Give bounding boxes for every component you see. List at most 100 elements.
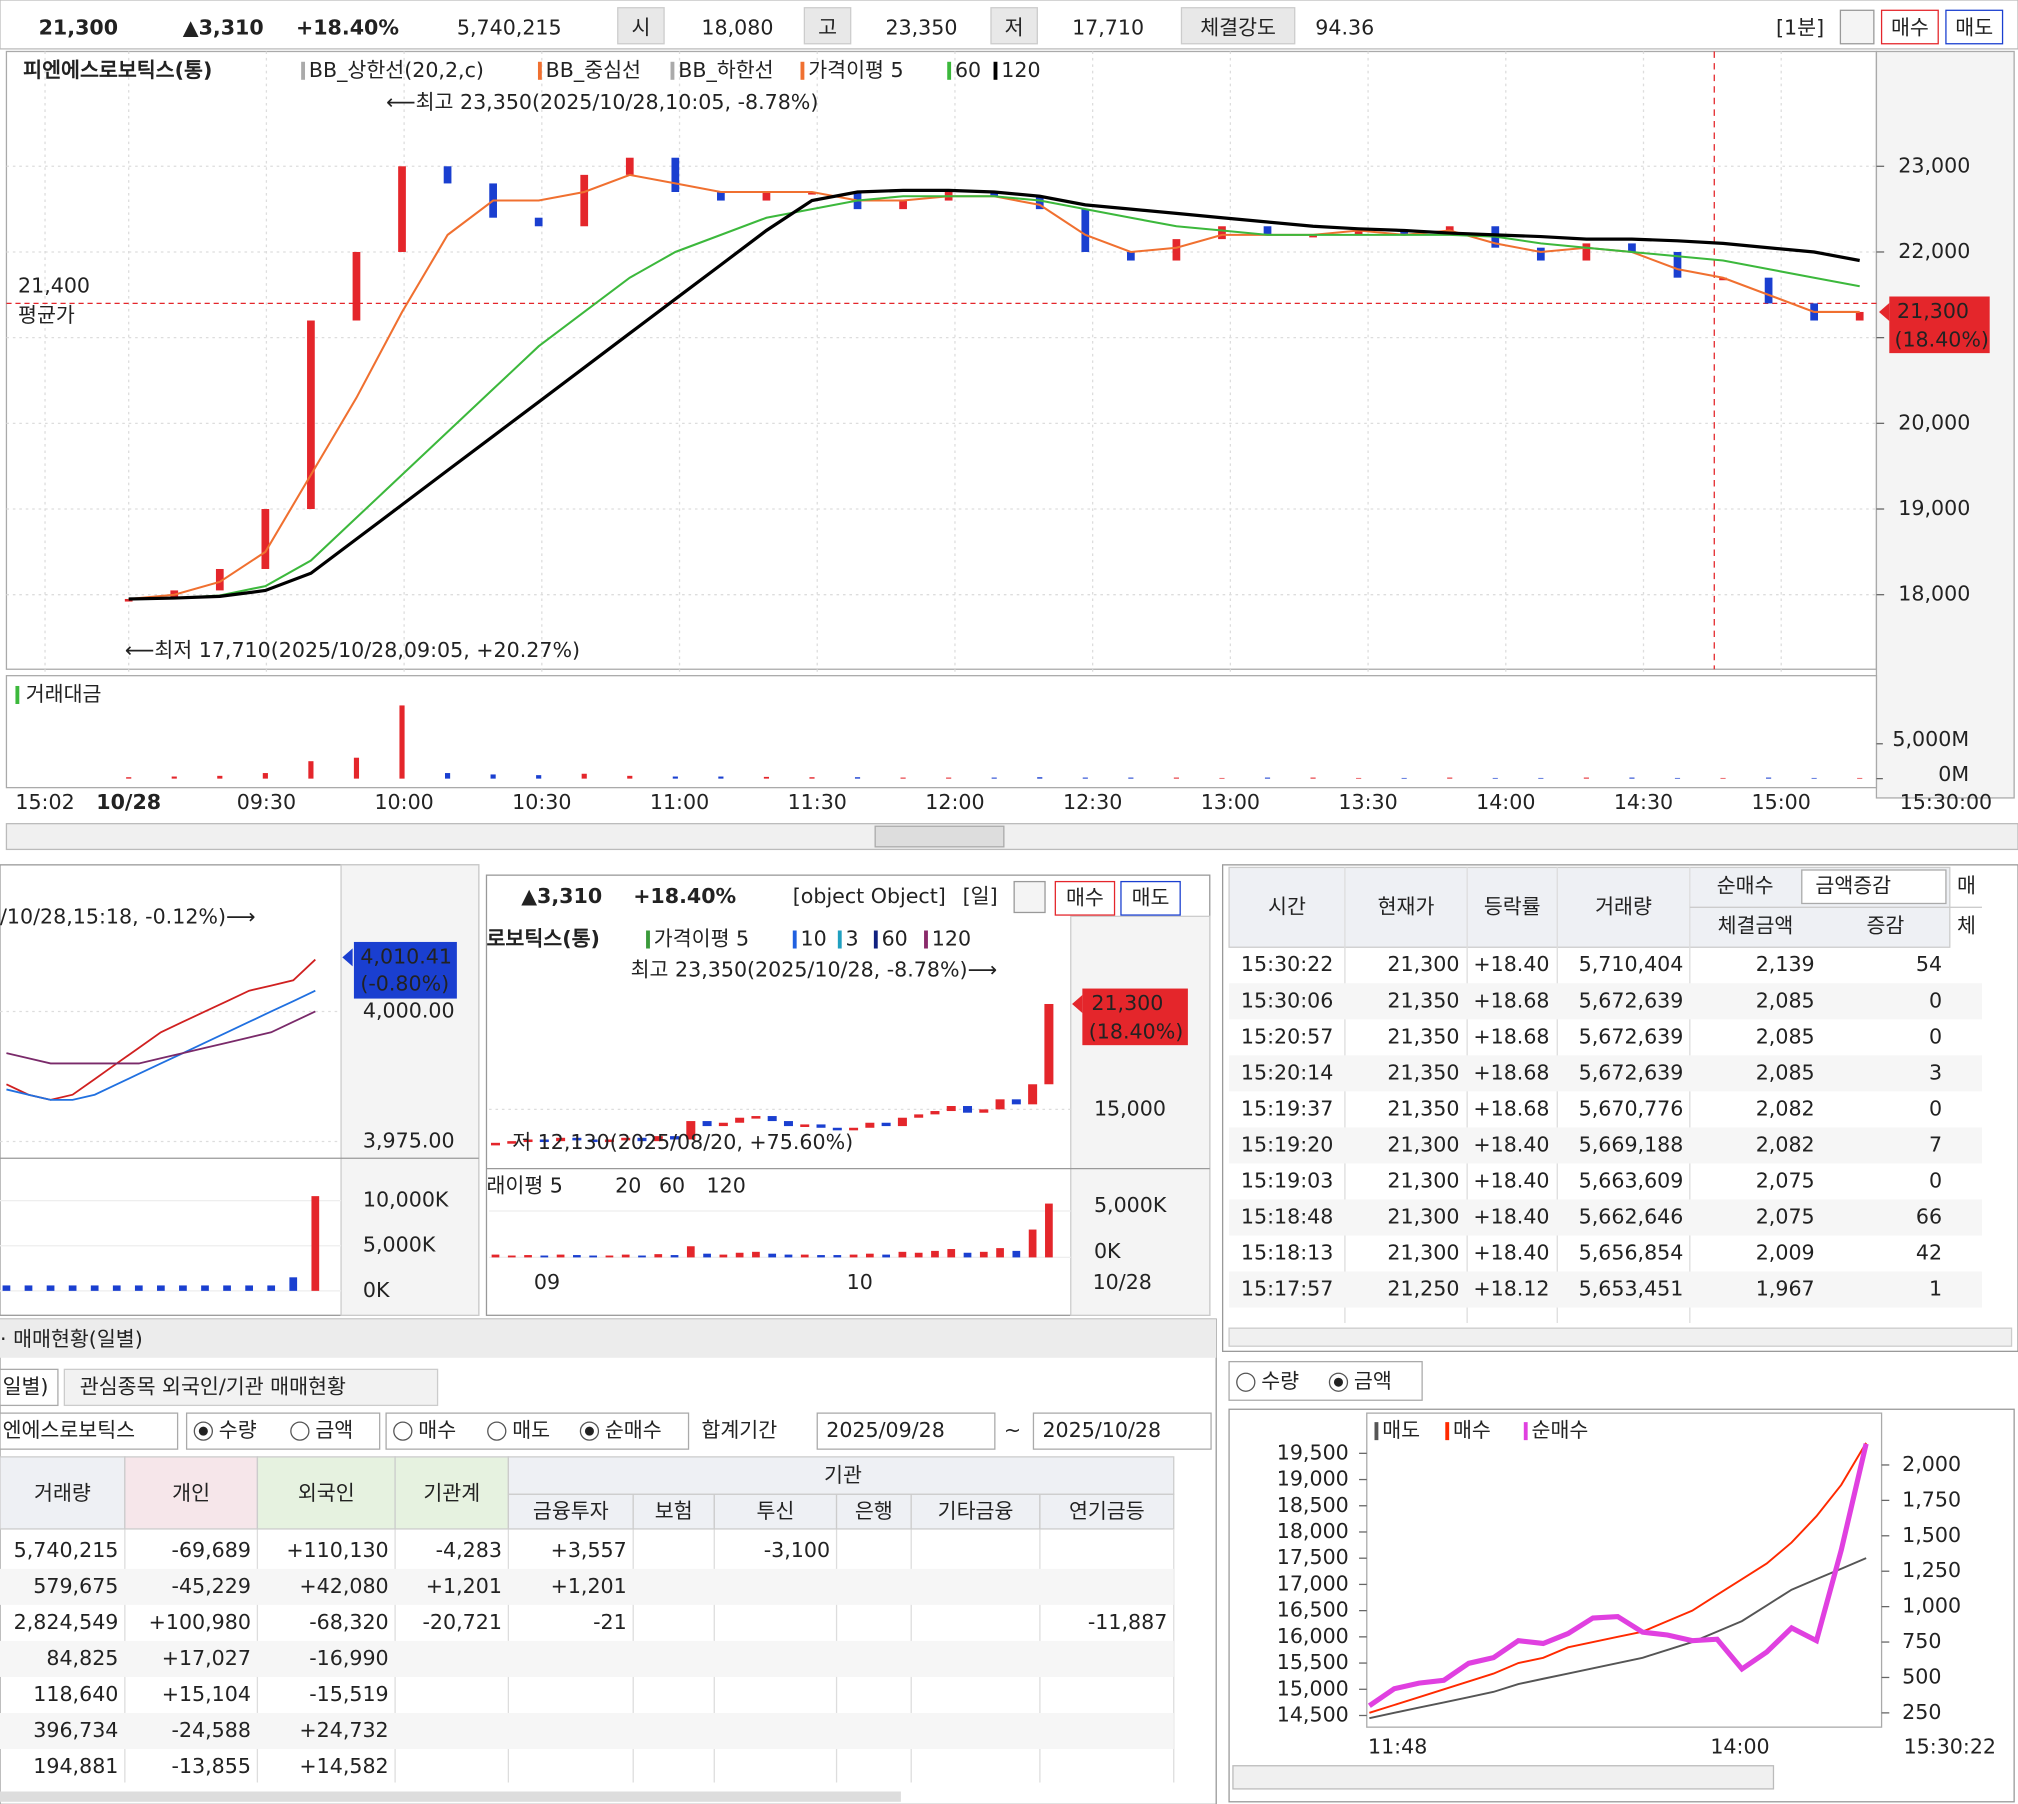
price-bar — [580, 174, 589, 227]
price-bar — [1855, 311, 1864, 321]
table-cell: 15:18:13 — [1241, 1241, 1333, 1265]
date-input[interactable] — [816, 1412, 996, 1450]
daily-volume-bar — [914, 1252, 923, 1258]
table-cell: 21,300 — [1387, 952, 1459, 976]
volume-bar — [308, 761, 314, 779]
table-cell: 15:18:48 — [1241, 1204, 1333, 1228]
daily-volume-bar — [735, 1252, 744, 1258]
x-tick-label: 12:00 — [925, 790, 984, 814]
daily-volume-bar — [621, 1254, 630, 1258]
table-cell: 5,662,646 — [1579, 1204, 1684, 1228]
daily-axis — [1070, 915, 1211, 1316]
radio[interactable] — [1236, 1372, 1256, 1392]
radio-dot — [1333, 1377, 1343, 1387]
table-scrollbar[interactable] — [1228, 1327, 2013, 1347]
candle — [670, 1136, 680, 1140]
column-header: 개인 — [172, 1481, 210, 1505]
candle — [572, 1137, 582, 1141]
date-input[interactable] — [1032, 1412, 1212, 1450]
chart-title: 로보틱스(통) — [486, 927, 599, 951]
dropdown-label: 금액증감 — [1815, 874, 1891, 898]
candle — [897, 1117, 907, 1127]
index-volume-bar — [289, 1277, 298, 1291]
table-cell: -21 — [593, 1610, 627, 1634]
x-tick-label: 10/28 — [1093, 1270, 1152, 1294]
settings-button[interactable] — [1839, 9, 1875, 45]
buy-button[interactable] — [1880, 9, 1939, 45]
candle — [963, 1106, 973, 1113]
price-bar — [261, 509, 270, 569]
volume-bar — [1583, 777, 1589, 779]
row-stripe — [1229, 1199, 1982, 1236]
amount-dropdown[interactable] — [1801, 869, 1947, 905]
candle — [604, 1139, 614, 1143]
header-cell — [910, 1493, 1041, 1530]
radio-label: 금액 — [1354, 1369, 1392, 1393]
scrollbar-thumb[interactable] — [874, 825, 1005, 848]
daily-volume-bar — [524, 1255, 532, 1258]
x-tick-label: 13:00 — [1201, 790, 1260, 814]
table-cell: 5,740,215 — [14, 1538, 119, 1562]
period: [일] — [963, 884, 998, 908]
price-bar — [1172, 239, 1181, 261]
x-tick-label: 10/28 — [96, 790, 161, 814]
table-cell: +18.40 — [1473, 1168, 1549, 1192]
volume-bar — [1766, 777, 1772, 779]
tab[interactable] — [0, 1368, 59, 1407]
candle — [930, 1111, 940, 1115]
buy-button[interactable] — [1054, 880, 1116, 916]
radio[interactable] — [393, 1421, 413, 1441]
daily-volume-bar — [670, 1255, 679, 1258]
radio-group — [1228, 1360, 1423, 1401]
y-tick-label: 17,000 — [1277, 1571, 1349, 1595]
price-bar — [1536, 247, 1545, 261]
table-cell: 5,710,404 — [1579, 952, 1684, 976]
volume-bar — [1720, 777, 1726, 779]
table-cell: 194,881 — [33, 1754, 118, 1778]
average-price-label: 21,400 — [18, 274, 90, 298]
table-cell: 5,663,609 — [1579, 1168, 1684, 1192]
radio[interactable] — [290, 1421, 310, 1441]
volume-bar — [627, 775, 633, 779]
legend-entry: 3 — [846, 927, 859, 951]
table-cell: 42 — [1916, 1241, 1942, 1265]
daily-volume-bar — [931, 1250, 939, 1258]
y-tick-label: 0K — [1094, 1239, 1121, 1263]
volume-bar — [1082, 777, 1088, 779]
x-tick-label: 10 — [847, 1270, 873, 1294]
chart-scrollbar[interactable] — [1232, 1765, 1775, 1790]
price-bar — [899, 200, 907, 210]
radio[interactable] — [487, 1421, 507, 1441]
table-cell: -20,721 — [422, 1610, 501, 1634]
volume-bar — [1447, 777, 1453, 779]
row-stripe — [0, 1640, 1174, 1677]
settings-button[interactable] — [1013, 880, 1046, 914]
table-cell: 5,653,451 — [1579, 1277, 1684, 1301]
price-bar — [1263, 226, 1272, 235]
daily-volume-bar — [768, 1253, 777, 1258]
volume-bar — [718, 776, 724, 779]
index-annotation: /10/28,15:18, -0.12%)⟶ — [0, 905, 256, 929]
table-cell: +18.40 — [1473, 952, 1549, 976]
table-cell: +110,130 — [286, 1538, 388, 1562]
price-bar — [534, 217, 543, 227]
table-cell: 5,672,639 — [1579, 1060, 1684, 1084]
table-scrollbar[interactable] — [0, 1791, 901, 1802]
price-bar — [671, 157, 680, 192]
price-bar — [1126, 251, 1135, 261]
tab[interactable] — [63, 1368, 439, 1407]
candle — [881, 1122, 891, 1127]
sell-button[interactable] — [1120, 880, 1181, 916]
sell-button[interactable] — [1945, 9, 2004, 45]
table-cell: 396,734 — [33, 1718, 118, 1742]
x-tick-label: 10:00 — [374, 790, 433, 814]
volume-bar — [900, 777, 906, 779]
daily-volume-bar — [865, 1253, 874, 1258]
price-axis — [1875, 50, 2015, 799]
x-tick-label: 10:30 — [512, 790, 571, 814]
field-value: 18,080 — [701, 15, 773, 39]
stock-input[interactable] — [0, 1412, 179, 1450]
volume-bar — [1173, 777, 1179, 779]
header-cell — [394, 1456, 510, 1530]
